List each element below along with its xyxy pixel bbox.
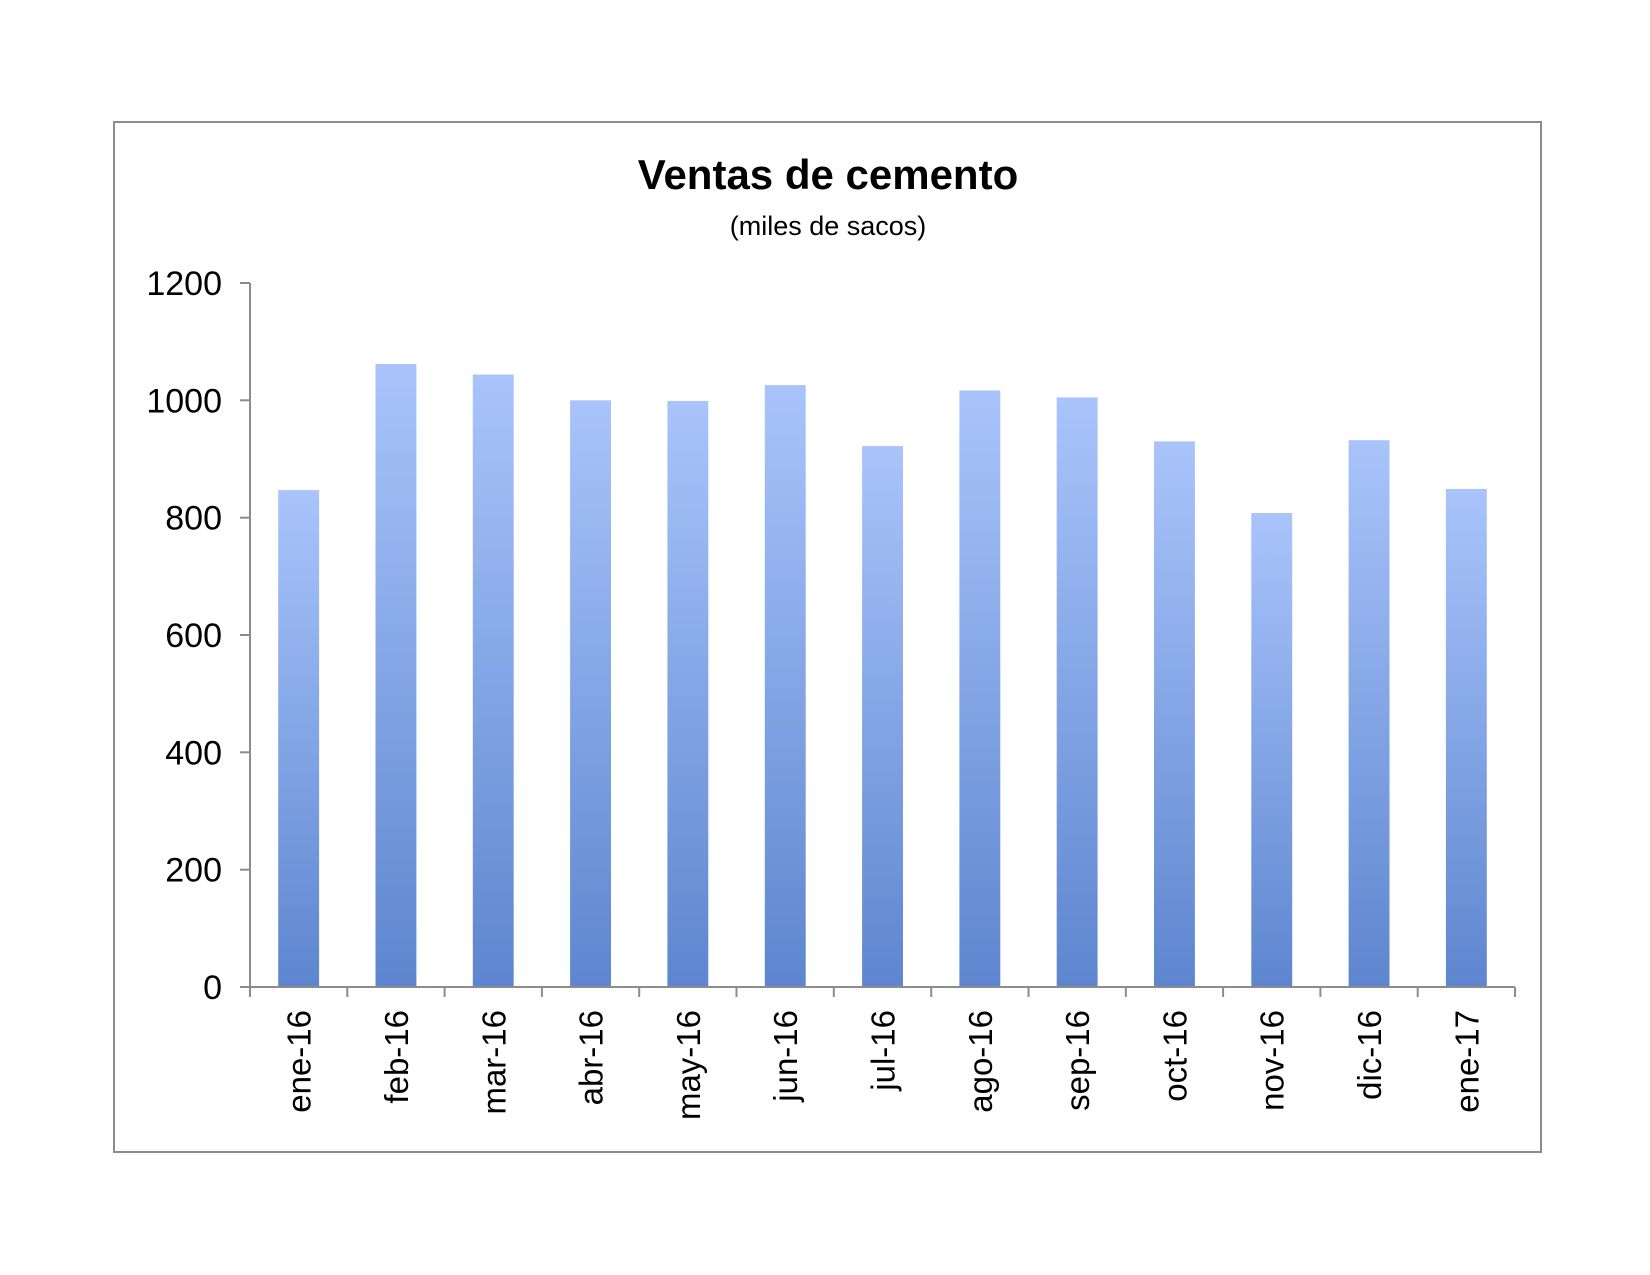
bar-ene-17: [1445, 488, 1487, 987]
bar-ene-16: [278, 490, 320, 987]
chart-subtitle: (miles de sacos): [730, 211, 927, 241]
y-tick-label: 1200: [146, 265, 222, 303]
bar-jun-16: [764, 385, 806, 988]
x-tick-label: abr-16: [573, 1010, 610, 1105]
bar-dic-16: [1348, 440, 1390, 987]
y-tick-label: 200: [165, 852, 222, 890]
x-tick-label: feb-16: [378, 1010, 415, 1104]
y-tick-label: 1000: [146, 382, 222, 420]
x-tick-label: sep-16: [1059, 1010, 1096, 1111]
bar-oct-16: [1154, 441, 1195, 987]
x-tick-label: ene-17: [1448, 1010, 1485, 1113]
x-tick-label: nov-16: [1254, 1010, 1291, 1111]
x-tick-label: oct-16: [1156, 1010, 1193, 1102]
bar-abr-16: [570, 400, 611, 987]
y-tick-label: 600: [165, 617, 222, 655]
axis-layer: [240, 282, 1516, 997]
x-tick-label: ago-16: [962, 1010, 999, 1113]
y-tick-label: 800: [165, 500, 222, 538]
chart-title: Ventas de cemento: [638, 151, 1018, 198]
bar-mar-16: [472, 374, 514, 987]
bar-sep-16: [1056, 397, 1098, 987]
y-tick-label: 0: [203, 969, 222, 1007]
x-tick-label: mar-16: [475, 1010, 512, 1115]
chart-frame: [113, 121, 1542, 1153]
x-tick-label: jul-16: [865, 1010, 902, 1092]
bars-layer: [278, 364, 1487, 988]
bar-nov-16: [1251, 513, 1293, 987]
x-tick-label: ene-16: [281, 1010, 318, 1113]
bar-ago-16: [959, 390, 1001, 987]
x-tick-label: may-16: [670, 1010, 707, 1120]
bar-may-16: [667, 400, 709, 987]
x-tick-label: dic-16: [1351, 1010, 1388, 1100]
x-tick-label: jun-16: [767, 1010, 804, 1103]
bar-jul-16: [862, 446, 903, 988]
y-tick-label: 400: [165, 734, 222, 772]
x-axis-ticks: ene-16 feb-16 mar-16 abr-16 may-16 jun-16 jul-…: [281, 1010, 1486, 1120]
y-axis-ticks: 0 200 400 600 800 1000 1200: [146, 265, 222, 1007]
bar-feb-16: [375, 364, 417, 987]
